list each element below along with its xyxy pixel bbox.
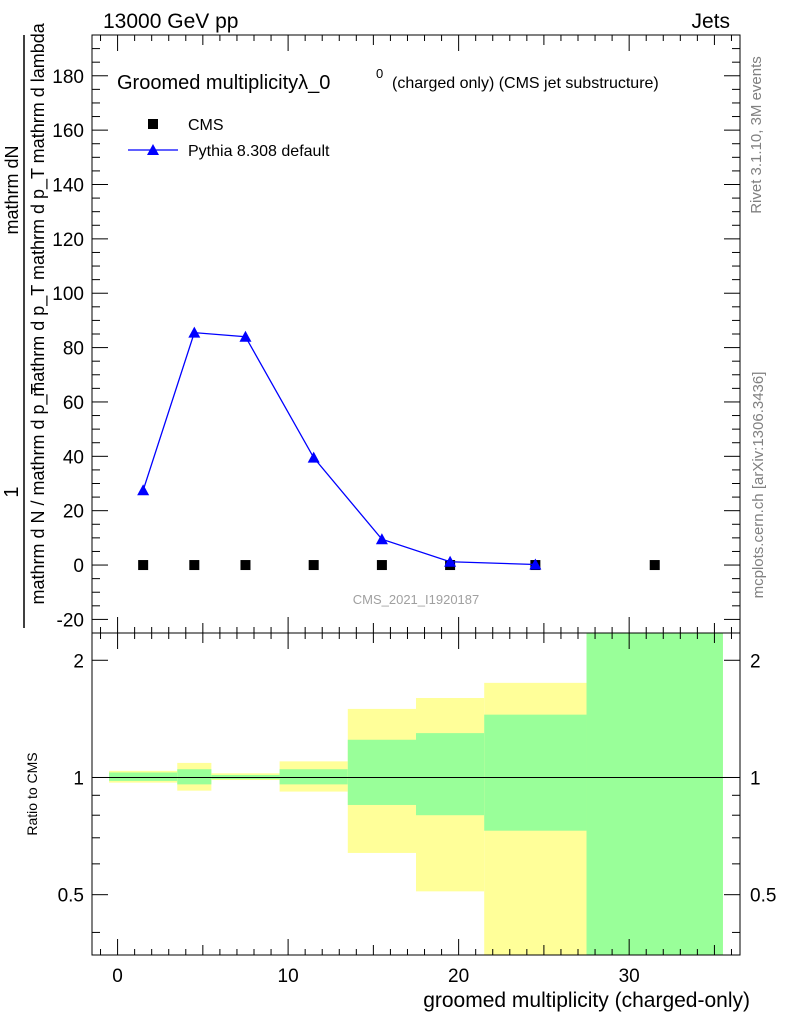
- cms-point: [376, 560, 387, 571]
- ratio-panel: 0.5 0.51 12 20 10 20 30 Ratio to CMS groomed m…: [24, 632, 776, 1012]
- mc-point: [239, 330, 252, 342]
- ylabel-denominator: mathrm d p_T mathrm d p_T mathrm d lambd…: [28, 22, 49, 396]
- ratio-band-inner: [484, 714, 587, 831]
- main-ytick-label: 40: [63, 447, 84, 468]
- ratio-ylabel: Ratio to CMS: [24, 752, 40, 835]
- cms-point: [308, 560, 319, 571]
- main-ytick-label: 160: [52, 121, 84, 142]
- ratio-ytick-label: 1: [73, 768, 84, 789]
- header-left: 13000 GeV pp: [103, 10, 238, 33]
- ratio-xtick-label: 0: [112, 966, 123, 987]
- main-ytick-label: 60: [63, 393, 84, 414]
- legend-label-mc: Pythia 8.308 default: [188, 143, 330, 160]
- mc-line: [142, 331, 536, 566]
- ylabel-main: mathrm d N / mathrm d p_T: [28, 383, 49, 604]
- legend-marker-cms: [148, 119, 158, 129]
- side-text-bottom: mcplots.cern.ch [arXiv:1306.3436]: [750, 372, 767, 599]
- main-ticks: -20 0 20 40 60 80 100 120 140 160 180: [52, 34, 740, 634]
- legend-marker-mc: [147, 144, 159, 155]
- ratio-frame: [91, 632, 741, 956]
- ratio-band-inner: [177, 769, 212, 785]
- watermark: CMS_2021_I1920187: [353, 592, 480, 607]
- main-ytick-label: 180: [52, 67, 84, 88]
- ratio-band-inner: [279, 769, 348, 785]
- main-ytick-label: 0: [73, 556, 84, 577]
- ylabel-one: 1: [1, 486, 23, 497]
- cms-point: [649, 560, 660, 571]
- plot-title: Groomed multiplicityλ_0 0 (charged only)…: [117, 66, 659, 94]
- mc-point: [307, 451, 320, 463]
- header-right: Jets: [691, 10, 730, 33]
- main-ytick-label: 100: [52, 284, 84, 305]
- mc-point: [375, 533, 388, 545]
- ratio-band-inner: [416, 733, 485, 816]
- cms-point: [138, 560, 149, 571]
- ratio-ytick-label-right: 1: [750, 768, 761, 789]
- ratio-xtick-label: 30: [619, 966, 640, 987]
- ratio-xtick-label: 20: [448, 966, 469, 987]
- cms-point: [240, 560, 251, 571]
- main-ylabel: 1 mathrm d N / mathrm d p_T mathrm dN ma…: [1, 22, 49, 628]
- title-main: Groomed multiplicityλ_0: [117, 72, 330, 94]
- mc-point: [188, 326, 201, 338]
- main-series: [137, 326, 660, 571]
- xlabel: groomed multiplicity (charged-only): [423, 989, 750, 1012]
- side-text-top: Rivet 3.1.10, 3M events: [748, 56, 765, 214]
- legend: CMS Pythia 8.308 default: [128, 117, 330, 160]
- mc-point: [137, 484, 150, 496]
- ratio-ytick-label: 0.5: [58, 886, 84, 907]
- ylabel-numerator: mathrm dN: [2, 145, 22, 234]
- title-sup: 0: [376, 66, 383, 81]
- mc-point: [444, 555, 457, 567]
- ratio-band-inner: [586, 633, 723, 955]
- ratio-ytick-label-right: 2: [750, 651, 761, 672]
- main-ytick-label: 120: [52, 230, 84, 251]
- ratio-ytick-label-right: 0.5: [750, 886, 776, 907]
- main-ytick-label: 80: [63, 339, 84, 360]
- cms-point: [189, 560, 200, 571]
- ratio-xtick-label: 10: [278, 966, 299, 987]
- main-ytick-label: 140: [52, 176, 84, 197]
- title-suffix: (charged only) (CMS jet substructure): [392, 75, 659, 92]
- mc-point: [529, 558, 542, 570]
- ratio-band-inner: [109, 772, 178, 781]
- main-panel: -20 0 20 40 60 80 100 120 140 160 180 CMS_2021_I19…: [52, 34, 741, 634]
- ratio-band-inner: [347, 739, 416, 805]
- ratio-ticks: 0.5 0.51 12 20 10 20 30: [58, 633, 776, 987]
- main-ytick-label: 20: [63, 502, 84, 523]
- ratio-ytick-label: 2: [73, 651, 84, 672]
- legend-label-cms: CMS: [188, 117, 224, 134]
- main-ytick-label: -20: [57, 610, 84, 631]
- ratio-bands: [109, 633, 723, 955]
